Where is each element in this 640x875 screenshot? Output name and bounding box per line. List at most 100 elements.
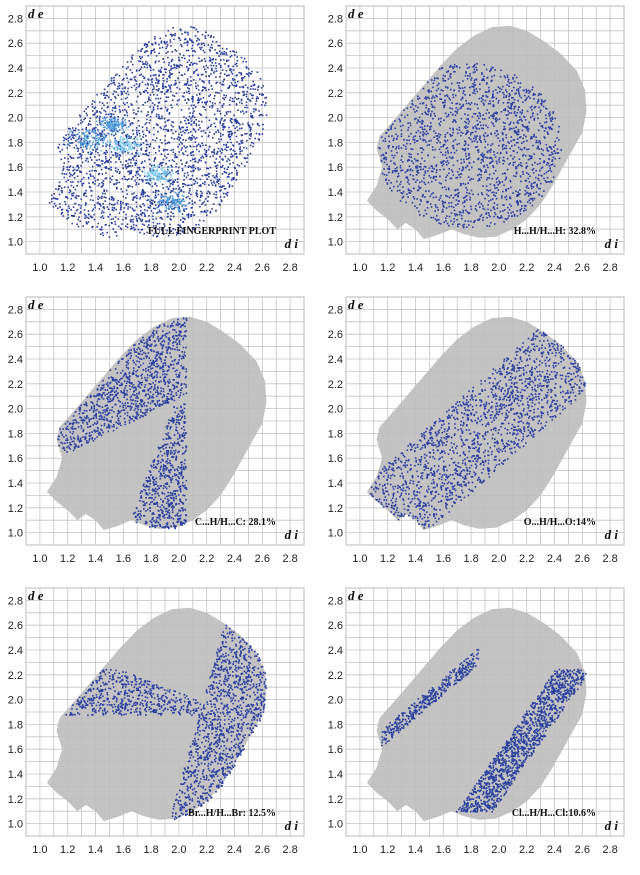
density-point <box>169 202 171 204</box>
contact-point <box>147 199 149 201</box>
contact-point <box>172 187 175 190</box>
contact-point <box>425 113 428 116</box>
contact-point <box>445 220 447 222</box>
contact-point <box>412 196 415 198</box>
x-tick-label: 2.8 <box>282 262 297 274</box>
contact-point <box>167 56 169 59</box>
contact-point <box>98 111 101 113</box>
contact-point <box>205 75 207 78</box>
contact-point <box>229 50 232 53</box>
contact-point <box>197 223 200 226</box>
contact-point <box>512 76 514 79</box>
density-point <box>86 146 88 148</box>
contact-point <box>520 164 522 167</box>
contact-point <box>402 195 405 198</box>
contact-point <box>153 133 155 136</box>
contact-point <box>415 140 418 142</box>
contact-point <box>412 136 415 138</box>
contact-point <box>451 134 453 137</box>
contact-point <box>172 215 175 218</box>
contact-point <box>480 176 483 179</box>
density-point <box>69 135 72 138</box>
contact-point <box>248 75 250 77</box>
contact-point <box>112 204 115 206</box>
contact-point <box>439 134 442 136</box>
contact-point <box>160 211 162 213</box>
contact-point <box>424 125 426 127</box>
contact-point <box>382 140 385 142</box>
contact-point <box>131 227 133 229</box>
contact-point <box>228 136 231 138</box>
contact-point <box>423 215 425 217</box>
contact-point <box>233 78 236 81</box>
contact-point <box>130 135 132 138</box>
contact-point <box>208 82 211 84</box>
contact-point <box>202 130 205 132</box>
contact-point <box>431 149 434 151</box>
contact-point <box>75 209 78 212</box>
contact-point <box>161 91 163 93</box>
contact-point <box>431 146 434 148</box>
contact-point <box>477 151 480 153</box>
contact-point <box>487 143 489 146</box>
contact-point <box>433 168 436 170</box>
contact-point <box>69 175 71 178</box>
contact-point <box>104 110 107 113</box>
contact-point <box>112 199 115 202</box>
contact-point <box>178 133 180 136</box>
contact-point <box>173 84 176 86</box>
contact-point <box>104 177 107 180</box>
contact-point <box>134 164 137 166</box>
contact-point <box>445 176 447 178</box>
contact-point <box>166 44 169 46</box>
contact-point <box>527 195 530 197</box>
density-point <box>84 135 87 137</box>
contact-point <box>440 161 442 163</box>
contact-point <box>128 137 130 139</box>
contact-point <box>243 90 245 93</box>
contact-point <box>523 116 526 118</box>
contact-point <box>85 159 87 162</box>
contact-point <box>207 196 209 198</box>
contact-point <box>228 172 231 175</box>
contact-point <box>498 180 500 182</box>
contact-point <box>227 141 229 144</box>
contact-point <box>196 137 198 139</box>
contact-point <box>198 39 201 41</box>
contact-point <box>165 47 167 50</box>
contact-point <box>67 213 69 216</box>
contact-point <box>106 206 109 208</box>
contact-point <box>229 56 232 58</box>
contact-point <box>457 189 459 191</box>
contact-point <box>214 184 217 186</box>
contact-point <box>522 137 524 140</box>
contact-point <box>462 168 464 171</box>
contact-point <box>502 190 504 193</box>
contact-point <box>422 149 425 151</box>
contact-point <box>154 196 156 199</box>
contact-point <box>392 145 394 148</box>
contact-point <box>192 41 194 44</box>
contact-point <box>158 210 161 212</box>
contact-point <box>485 213 487 215</box>
contact-point <box>532 135 535 138</box>
contact-point <box>487 102 490 105</box>
density-point <box>89 147 91 149</box>
contact-point <box>468 102 470 105</box>
contact-point <box>508 123 510 126</box>
contact-point <box>522 155 524 157</box>
density-point <box>82 133 84 135</box>
contact-point <box>188 99 190 101</box>
contact-point <box>129 206 132 209</box>
contact-point <box>447 150 449 152</box>
contact-point <box>192 164 195 167</box>
contact-point <box>466 211 469 213</box>
contact-point <box>160 71 162 73</box>
contact-point <box>490 157 493 159</box>
contact-point <box>154 61 157 64</box>
contact-point <box>262 128 264 130</box>
contact-point <box>488 200 490 202</box>
contact-point <box>70 156 72 159</box>
contact-point <box>449 133 451 136</box>
contact-point <box>533 98 535 100</box>
